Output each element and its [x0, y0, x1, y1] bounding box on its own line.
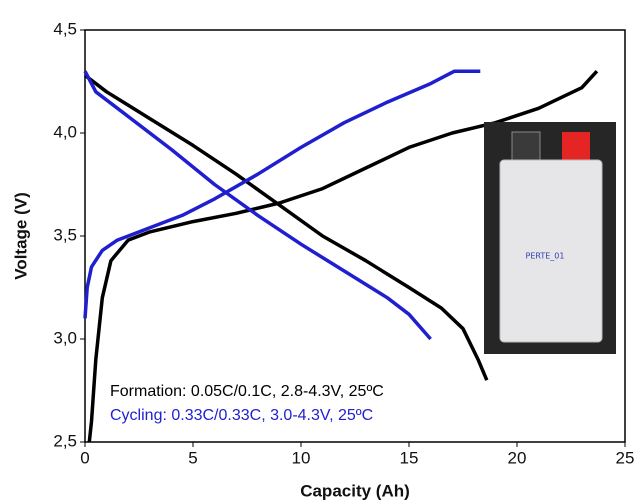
- y-tick-label: 4,0: [53, 122, 77, 141]
- data-line: [83, 70, 599, 443]
- tab-positive: [562, 132, 590, 162]
- pouch-cell: [499, 159, 603, 343]
- x-tick-label: 0: [80, 448, 89, 467]
- y-tick-label: 2,5: [53, 431, 77, 450]
- plot-area: 0 5 10 15 20 25 2,5 3,0 3,5 4,0 4,5 Formation: 0.05…: [53, 19, 634, 467]
- legend-entry: Cycling: 0.33C/0.33C, 3.0-4.3V, 25ºC: [110, 407, 373, 424]
- inset-photo: PERTE_01: [484, 122, 616, 354]
- y-tick-label: 4,5: [53, 19, 77, 38]
- x-tick-label: 5: [188, 448, 197, 467]
- y-tick-label: 3,5: [53, 225, 77, 244]
- y-tick-label: 3,0: [53, 328, 77, 347]
- cell-label: PERTE_01: [526, 252, 565, 261]
- x-tick-label: 25: [616, 448, 635, 467]
- x-axis-title: Capacity (Ah): [300, 481, 410, 500]
- data-line: [83, 69, 481, 341]
- x-tick-label: 10: [292, 448, 311, 467]
- legend-entry: Formation: 0.05C/0.1C, 2.8-4.3V, 25ºC: [110, 383, 384, 400]
- x-tick-label: 15: [400, 448, 419, 467]
- y-axis-title: Voltage (V): [11, 192, 30, 280]
- tab-negative: [511, 131, 541, 165]
- x-tick-label: 20: [508, 448, 527, 467]
